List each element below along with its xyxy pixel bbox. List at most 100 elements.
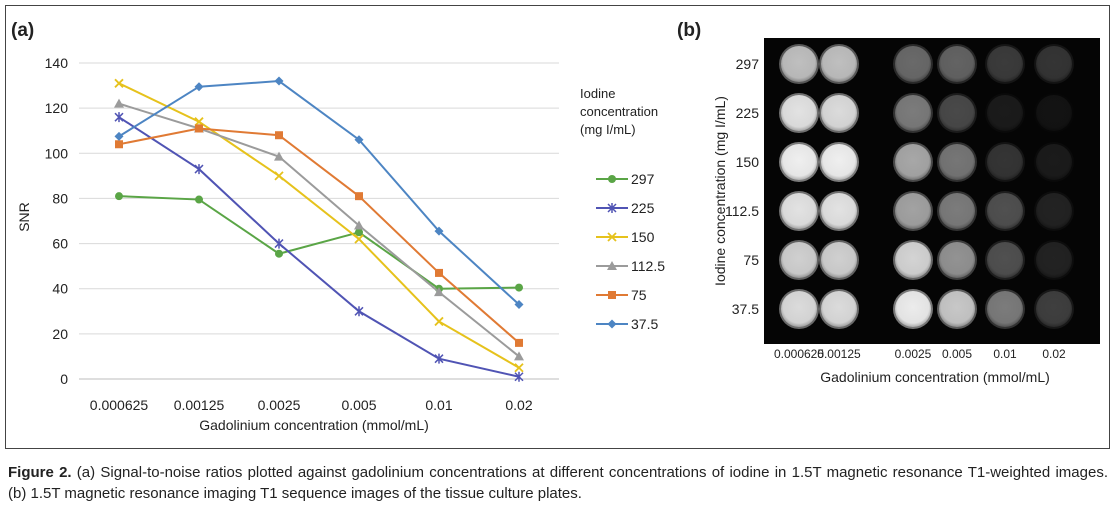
legend-marker	[608, 291, 616, 299]
data-point	[195, 124, 203, 133]
data-point	[195, 195, 203, 204]
plate-well	[1034, 240, 1074, 280]
series-37.5	[114, 76, 524, 310]
well-signal	[781, 242, 817, 278]
well-signal	[939, 242, 975, 278]
well-signal	[821, 242, 857, 278]
panel-b-y-axis-label: Iodine concentration (mg I/mL)	[712, 96, 728, 286]
legend-title-line: (mg I/mL)	[580, 122, 636, 137]
data-point	[355, 192, 363, 201]
y-axis-label: SNR	[16, 202, 32, 232]
legend-title-line: concentration	[580, 104, 658, 119]
well-signal	[781, 291, 817, 327]
well-signal	[1036, 242, 1072, 278]
plate-well	[985, 289, 1025, 329]
plate-well	[985, 191, 1025, 231]
data-point	[115, 192, 123, 201]
well-signal	[781, 193, 817, 229]
well-signal	[781, 95, 817, 131]
row-labels: 297 225 150 112.5 75 37.5	[725, 56, 759, 317]
plate-well	[937, 93, 977, 133]
data-point	[114, 98, 124, 108]
plate-well	[893, 240, 933, 280]
data-point	[515, 338, 523, 347]
plate-well	[937, 240, 977, 280]
legend-label: 150	[631, 229, 655, 245]
series-line	[118, 102, 520, 358]
plate-well	[893, 142, 933, 182]
y-tick-label: 60	[52, 236, 68, 252]
plate-well	[985, 93, 1025, 133]
well-signal	[821, 291, 857, 327]
data-point	[274, 76, 284, 86]
well-signal	[1036, 193, 1072, 229]
series-line	[118, 116, 520, 378]
series-line	[118, 82, 520, 369]
well-signal	[821, 144, 857, 180]
data-point	[434, 226, 444, 236]
x-tick-label: 0.0025	[258, 397, 301, 413]
data-point	[354, 135, 364, 145]
well-signal	[895, 46, 931, 82]
x-tick-label: 0.01	[425, 397, 452, 413]
well-signal	[939, 95, 975, 131]
legend-entry: 225	[596, 200, 655, 216]
series-112.5	[114, 98, 524, 361]
plate-well	[1034, 44, 1074, 84]
legend-title: Iodine concentration (mg I/mL)	[580, 86, 662, 137]
plate-well	[779, 93, 819, 133]
plate-well	[819, 44, 859, 84]
legend-label: 37.5	[631, 316, 658, 332]
y-tick-label: 100	[45, 145, 69, 161]
plate-well	[937, 44, 977, 84]
well-signal	[987, 46, 1023, 82]
data-point	[275, 131, 283, 140]
well-signal	[1036, 144, 1072, 180]
legend: Iodine concentration (mg I/mL) 297 225 150…	[580, 86, 665, 332]
data-point	[115, 140, 123, 149]
series-75	[115, 124, 523, 347]
well-signal	[1036, 291, 1072, 327]
legend-marker	[607, 232, 617, 242]
plate-well	[819, 142, 859, 182]
row-label: 75	[743, 252, 759, 268]
well-signal	[895, 291, 931, 327]
well-signal	[895, 144, 931, 180]
row-label: 150	[736, 154, 760, 170]
data-point	[354, 234, 364, 244]
plate-well	[1034, 93, 1074, 133]
data-point	[354, 306, 364, 317]
data-point	[514, 300, 524, 310]
well-signal	[987, 144, 1023, 180]
plate-well	[819, 93, 859, 133]
data-point	[514, 351, 524, 361]
data-point	[434, 353, 444, 364]
y-tick-labels: 0 20 40 60 80 100 120 140	[45, 55, 69, 387]
legend-marker	[607, 319, 617, 329]
well-signal	[781, 46, 817, 82]
data-point	[194, 164, 204, 175]
y-tick-label: 40	[52, 281, 68, 297]
x-tick-label: 0.005	[341, 397, 376, 413]
well-signal	[987, 193, 1023, 229]
series-line	[118, 127, 520, 344]
legend-label: 112.5	[631, 258, 665, 274]
plate-well	[819, 191, 859, 231]
figure-frame: (a) (b) 0 20 40 60 80 100 120 140 0.000625 0.001…	[5, 5, 1110, 449]
legend-title-line: Iodine	[580, 86, 615, 101]
data-point	[275, 249, 283, 258]
data-point	[514, 371, 524, 382]
legend-marker	[607, 203, 617, 213]
legend-entry: 150	[596, 229, 655, 245]
data-point	[114, 112, 124, 123]
column-label: 0.0025	[895, 347, 932, 361]
well-signal	[1036, 95, 1072, 131]
data-point	[515, 283, 523, 292]
y-tick-label: 20	[52, 326, 68, 342]
column-label: 0.00125	[817, 347, 861, 361]
data-point	[274, 151, 284, 161]
x-tick-label: 0.000625	[90, 397, 149, 413]
series-line	[118, 80, 520, 306]
